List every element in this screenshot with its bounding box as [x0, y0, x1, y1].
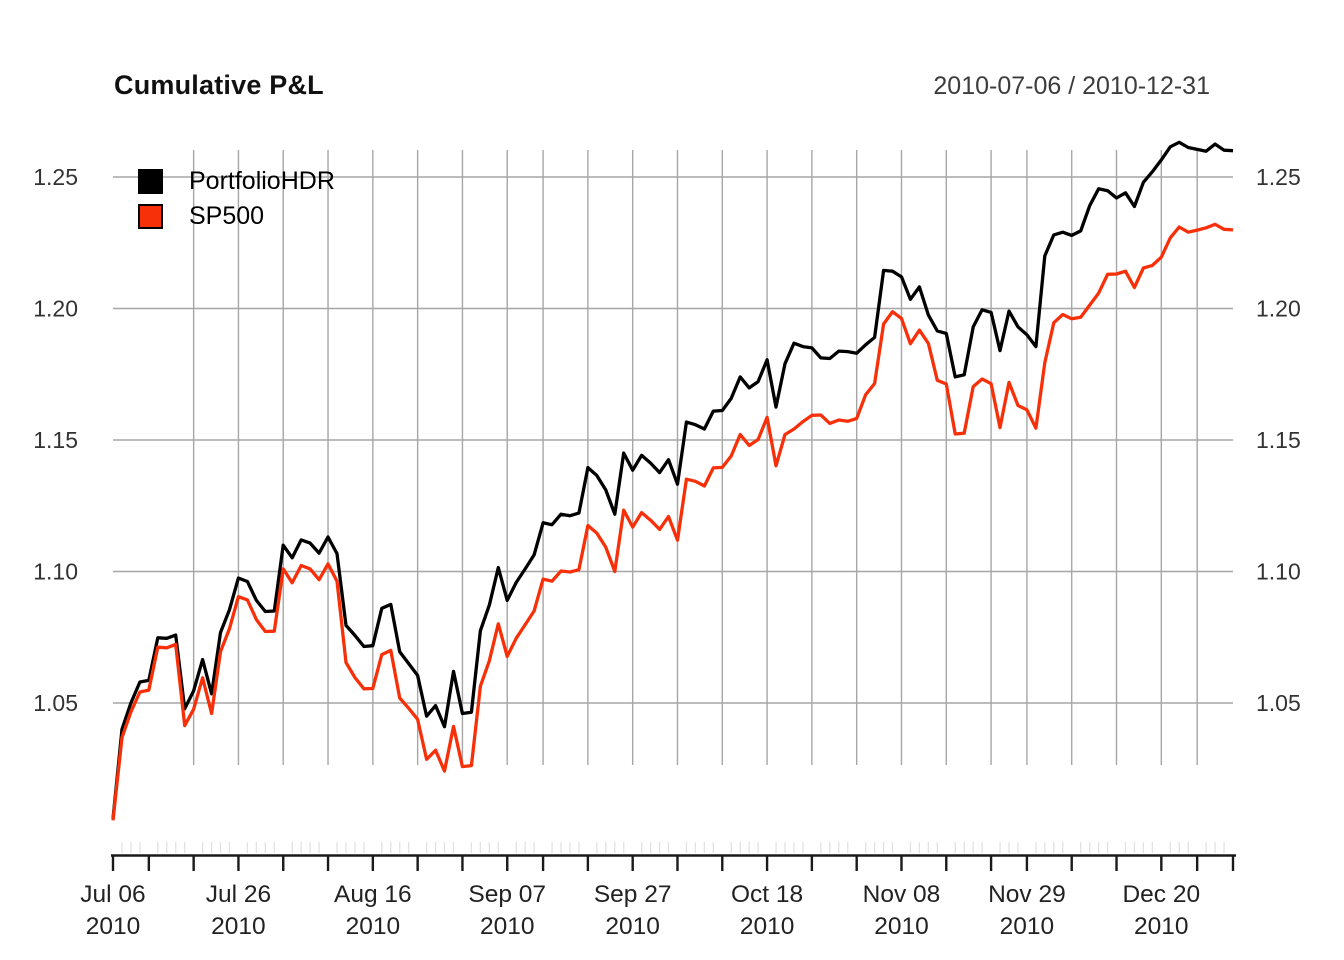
x-tick-label: Sep 27	[594, 881, 672, 908]
x-tick-label: Dec 20	[1122, 881, 1200, 908]
y-tick-label-right: 1.20	[1256, 296, 1301, 322]
x-tick-label: Jul 06	[80, 881, 145, 908]
x-tick-label-year: 2010	[605, 913, 660, 940]
y-tick-label-left: 1.10	[33, 559, 78, 585]
x-tick-label-year: 2010	[480, 913, 535, 940]
x-tick-label: Aug 16	[334, 881, 412, 908]
y-tick-label-left: 1.25	[33, 164, 78, 190]
y-tick-label-right: 1.25	[1256, 164, 1301, 190]
y-tick-label-right: 1.05	[1256, 690, 1301, 716]
x-tick-label-year: 2010	[346, 913, 401, 940]
x-tick-label: Jul 26	[206, 881, 271, 908]
legend-item-sp500: SP500	[138, 199, 335, 234]
legend-label-sp500: SP500	[189, 202, 265, 230]
y-tick-label-left: 1.20	[33, 296, 78, 322]
x-tick-label-year: 2010	[1134, 913, 1189, 940]
y-tick-label-left: 1.15	[33, 427, 78, 453]
y-tick-label-right: 1.15	[1256, 427, 1301, 453]
x-tick-label-year: 2010	[86, 913, 141, 940]
legend-item-portfoliohdr: PortfolioHDR	[138, 164, 335, 199]
y-tick-label-right: 1.10	[1256, 559, 1301, 585]
x-tick-label: Sep 07	[468, 881, 546, 908]
x-tick-label: Oct 18	[731, 881, 803, 908]
x-tick-label-year: 2010	[211, 913, 266, 940]
legend-label-portfoliohdr: PortfolioHDR	[189, 167, 335, 195]
x-tick-label: Nov 29	[988, 881, 1066, 908]
legend: PortfolioHDR SP500	[138, 164, 335, 234]
chart-date-range: 2010-07-06 / 2010-12-31	[933, 72, 1210, 100]
x-tick-label-year: 2010	[1000, 913, 1055, 940]
portfoliohdr-swatch-icon	[138, 169, 163, 194]
y-tick-label-left: 1.05	[33, 690, 78, 716]
sp500-swatch-icon	[138, 204, 163, 229]
chart-title: Cumulative P&L	[114, 70, 324, 100]
x-tick-label-year: 2010	[740, 913, 795, 940]
portfoliohdr-line	[111, 140, 1234, 819]
sp500-line	[111, 222, 1234, 821]
x-tick-label-year: 2010	[874, 913, 929, 940]
x-tick-label: Nov 08	[863, 881, 941, 908]
